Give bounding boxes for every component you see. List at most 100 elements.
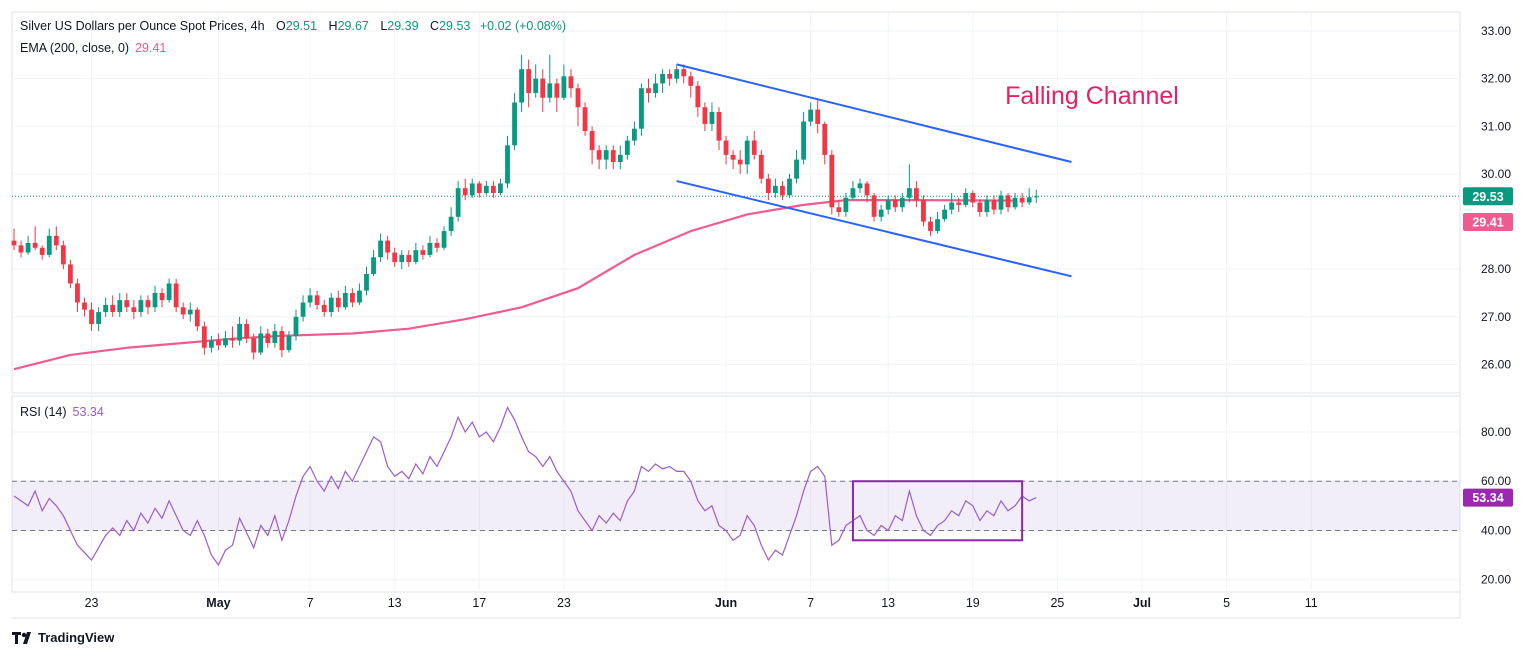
candle-body (533, 78, 539, 93)
candle-body (201, 326, 207, 348)
candle-body (427, 242, 433, 255)
candle-body (237, 323, 242, 341)
rsi-tick-label: 80.00 (1481, 425, 1511, 439)
rsi-band (12, 481, 1460, 531)
ema-label: EMA (200, close, 0) (20, 41, 130, 55)
candle-body (60, 245, 66, 265)
candle-body (223, 338, 228, 346)
candle-body (11, 240, 17, 246)
candle-body (399, 254, 405, 263)
time-tick-label: 7 (307, 596, 314, 610)
rsi-tick-label: 40.00 (1481, 523, 1511, 537)
candle-body (498, 183, 503, 193)
candle-body (173, 283, 179, 308)
candle-body (68, 264, 73, 284)
candle-body (159, 292, 165, 301)
candle-body (476, 183, 482, 193)
candle-body (949, 202, 955, 210)
time-tick-label: 5 (1223, 596, 1230, 610)
candle-body (892, 200, 898, 208)
rsi-current-badge (1463, 488, 1513, 507)
candle-body (89, 309, 94, 324)
candle-body (455, 188, 461, 217)
candle-body (265, 333, 271, 343)
candle-body (885, 200, 891, 210)
chart-title: Silver US Dollars per Ounce Spot Prices,… (20, 19, 265, 33)
candle-body (145, 300, 151, 308)
candle-body (610, 150, 616, 163)
candle-body (1033, 196, 1039, 198)
candle-body (350, 292, 355, 303)
candle-body (448, 216, 454, 232)
candle-body (963, 192, 969, 205)
candle-body (709, 112, 715, 124)
brand-label: TradingView (38, 630, 115, 645)
candle-body (286, 335, 292, 351)
candle-body (575, 88, 581, 108)
candle-body (279, 331, 285, 351)
price-tick-label: 27.00 (1481, 310, 1511, 324)
candle-body (554, 83, 560, 98)
candle-body (364, 273, 369, 291)
low-label: L (380, 19, 388, 33)
time-tick-label: 25 (1050, 596, 1064, 610)
rsi-tick-label: 60.00 (1481, 474, 1511, 488)
candle-body (646, 88, 651, 93)
candle-body (96, 312, 101, 324)
ema-price-badge-label: 29.41 (1472, 216, 1503, 230)
candle-body (314, 295, 320, 305)
channel-upper-line (676, 63, 1072, 163)
candle-body (808, 109, 814, 122)
candle-body (307, 295, 313, 303)
candle-body (914, 188, 919, 201)
candle-body (75, 283, 80, 303)
rsi-highlight-box (851, 480, 1024, 542)
candle-body (124, 300, 130, 308)
channel-lower-line (676, 180, 1072, 278)
candle-body (730, 154, 736, 160)
candle-body (420, 250, 426, 255)
high-value: 29.67 (337, 19, 369, 33)
candle-body (25, 242, 31, 253)
candle-body (688, 76, 694, 86)
falling-channel-annotation: Falling Channel (1005, 82, 1179, 110)
candle-body (166, 283, 172, 301)
candle-body (773, 185, 778, 193)
candle-body (899, 197, 905, 208)
candle-body (667, 73, 673, 79)
candle-body (335, 297, 341, 308)
candle-body (702, 107, 708, 124)
candle-body (681, 69, 687, 77)
open-value: 29.51 (285, 19, 318, 33)
time-tick-label: Jun (715, 596, 737, 610)
rsi-value: 53.34 (72, 405, 104, 419)
candle-body (836, 207, 842, 213)
candle-body (300, 302, 306, 317)
candle-body (441, 231, 447, 248)
ema-value: 29.41 (135, 41, 167, 55)
time-tick-label: May (206, 596, 230, 610)
candle-body (216, 340, 221, 346)
candle-body (568, 76, 574, 89)
candle-body (653, 83, 658, 93)
candle-body (596, 150, 602, 160)
time-tick-label: 19 (966, 596, 980, 610)
tradingview-logo[interactable]: TradingView (12, 630, 114, 645)
candle-body (244, 323, 250, 339)
price-tick-label: 26.00 (1481, 357, 1511, 371)
candle-body (921, 200, 926, 222)
candle-body (131, 307, 137, 313)
candle-body (53, 235, 59, 246)
high-label: H (328, 19, 338, 33)
candle-body (935, 219, 940, 232)
candle-body (674, 69, 680, 79)
candle-body (385, 240, 391, 253)
rsi-legend: RSI (14) 53.34 (20, 405, 104, 419)
candle-body (723, 140, 729, 155)
candle-body (716, 112, 722, 141)
candle-body (505, 145, 510, 184)
close-label: C (430, 19, 440, 33)
candle-body (632, 128, 637, 141)
chart-header: Silver US Dollars per Ounce Spot Prices,… (20, 19, 566, 33)
candle-body (46, 235, 52, 255)
